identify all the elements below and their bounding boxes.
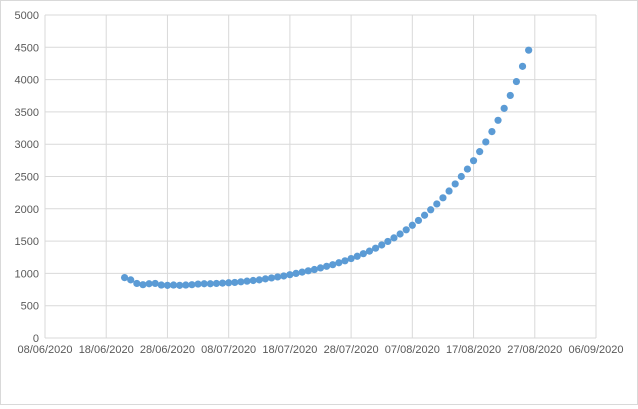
data-point [182,281,190,289]
x-tick-label: 28/06/2020 [140,344,195,356]
data-point [445,187,453,195]
data-point [439,194,447,202]
data-point [243,277,251,285]
data-point [469,157,478,165]
y-axis: 0 500 1000 1500 2000 2500 3000 3500 4000 4500 5000 [15,10,39,345]
data-point [341,257,349,265]
y-tick-label: 3000 [15,139,39,151]
data-point [494,116,502,124]
data-point [139,281,147,289]
data-point [378,241,386,249]
data-point [372,244,380,252]
data-point [188,281,196,289]
data-point [500,104,508,112]
data-point [365,247,374,255]
y-tick-label: 4500 [15,42,39,54]
data-point [200,280,208,288]
data-point [292,269,300,277]
data-point [512,77,521,86]
x-tick-label: 08/07/2020 [201,344,256,356]
data-point [463,165,472,173]
data-point [261,275,269,283]
data-point [433,200,441,208]
data-point [451,180,459,188]
data-point [212,279,221,288]
data-point [163,281,172,289]
data-point [280,272,288,280]
y-tick-label: 1500 [15,236,39,248]
data-point [151,279,159,288]
data-point [157,281,165,289]
x-tick-label: 27/08/2020 [507,344,562,356]
data-point [384,237,392,246]
data-point [335,259,343,267]
data-point [323,262,331,270]
y-tick-label: 1000 [15,268,39,280]
x-tick-label: 28/07/2020 [324,344,379,356]
x-tick-label: 18/07/2020 [262,344,317,356]
y-tick-label: 5000 [15,10,39,22]
data-point [482,138,490,146]
data-point [457,172,465,181]
data-point [255,276,263,284]
data-point [231,278,239,287]
data-point [396,230,404,238]
data-point [249,276,257,285]
x-tick-label: 06/09/2020 [568,344,623,356]
data-point [408,221,416,229]
data-point [127,276,135,284]
y-tick-label: 500 [21,301,39,313]
data-point [304,267,312,275]
data-point [169,281,178,289]
data-point [402,226,410,234]
data-point [267,274,276,282]
x-tick-label: 07/08/2020 [385,344,440,356]
data-point [359,250,367,258]
data-point [390,234,398,242]
data-point [274,273,282,281]
x-axis: 08/06/2020 18/06/2020 28/06/2020 08/07/2020… [17,344,623,356]
data-point [298,268,306,276]
data-point [194,280,202,288]
x-tick-label: 17/08/2020 [446,344,501,356]
data-point [414,216,423,225]
data-point [218,279,227,287]
y-tick-label: 3500 [15,107,39,119]
x-tick-label: 18/06/2020 [79,344,134,356]
data-point [120,273,129,282]
data-point [237,278,245,286]
data-point [525,46,533,54]
y-tick-label: 4000 [15,75,39,87]
data-point [176,281,184,289]
data-point [225,279,233,287]
data-series [120,46,533,289]
data-point [133,279,141,288]
data-point [145,280,153,288]
data-point [347,254,355,263]
x-tick-label: 08/06/2020 [17,344,72,356]
data-point [310,265,318,274]
data-point [427,206,435,214]
data-point [420,211,429,219]
data-point [316,264,325,272]
data-point [488,128,496,136]
data-point [329,261,337,269]
gridlines [44,14,597,339]
data-point [353,252,361,260]
y-tick-label: 2500 [15,172,39,184]
data-point [286,271,294,279]
data-point [206,280,214,288]
y-tick-label: 0 [33,333,39,345]
data-point [476,148,484,156]
data-point [518,62,527,70]
data-point [506,91,514,100]
y-tick-label: 2000 [15,204,39,216]
